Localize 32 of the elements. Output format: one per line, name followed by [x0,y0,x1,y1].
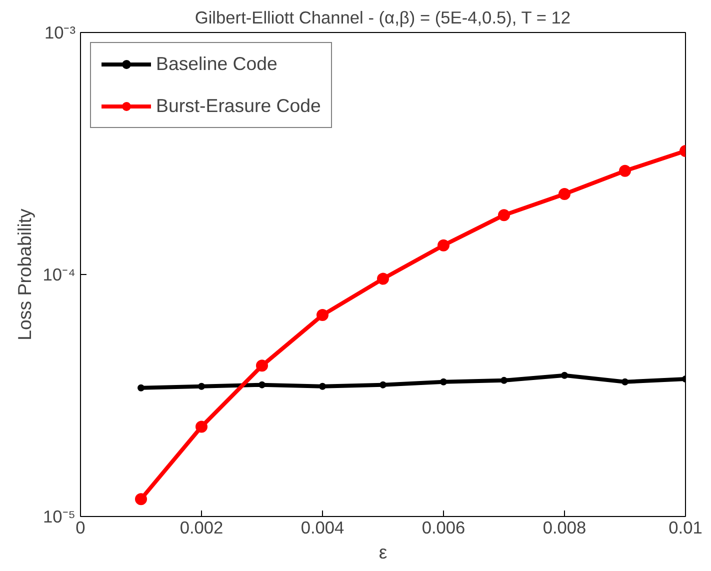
point [380,381,386,388]
x-axis-title: ε [378,542,388,562]
point [258,381,266,388]
point [377,272,389,285]
x-tick-label: 0.008 [542,518,586,538]
y-tick-label: 10⁻⁵ [43,506,76,526]
point [558,188,570,200]
chart-title: Gilbert-Elliott Channel - (α,β) = (5E-4,0.5), T = 12 [194,8,571,28]
x-tick-label: 0.006 [422,518,466,538]
legend-label: Baseline Code [156,53,278,75]
y-tick-label: 10⁻³ [44,22,76,42]
x-tick-label: 0.01 [668,518,702,538]
point [438,239,450,252]
point [440,378,447,386]
point [316,309,328,322]
point [256,360,268,372]
point [138,384,144,392]
y-tick-label: 10⁻⁴ [42,264,76,284]
point [198,382,205,390]
point [561,372,568,379]
y-axis-title: Loss Probability [14,208,35,340]
point [319,382,326,390]
x-tick-label: 0.002 [180,518,224,538]
x-tick-label: 0.004 [300,518,345,538]
point [500,376,508,384]
point [619,164,631,177]
point [498,209,510,222]
x-tick-label: 0 [76,518,86,538]
legend-label: Burst-Erasure Code [156,95,321,117]
point [135,493,147,506]
point [196,420,208,433]
point [622,378,628,386]
